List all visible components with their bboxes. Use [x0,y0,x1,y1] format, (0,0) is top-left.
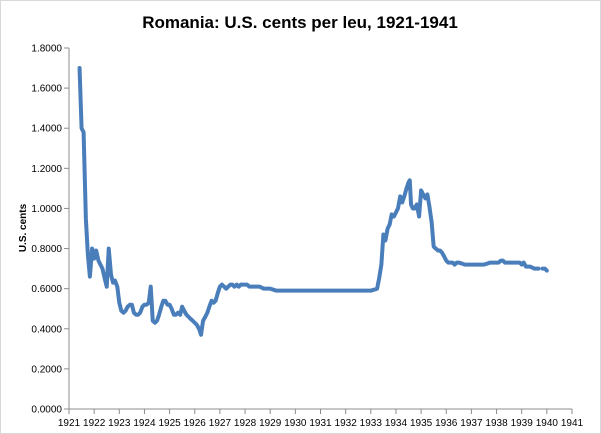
x-tick-group: 1921 1922 1923 1924 1925 1926 1927 1928 1929 1930… [58,409,584,429]
x-tick-label: 1941 [561,418,584,429]
series-line-segment [540,266,549,273]
y-tick-label: 0.4000 [31,324,62,335]
y-tick-label: 1.4000 [31,124,62,135]
y-tick-label: 0.2000 [31,364,62,375]
x-tick-label: 1936 [435,418,458,429]
x-tick-label: 1932 [335,418,358,429]
y-tick-label: 1.6000 [31,84,62,95]
x-tick-label: 1927 [209,418,232,429]
x-tick-label: 1934 [385,418,408,429]
y-tick-label: 1.8000 [31,44,62,55]
y-tick-label: 0.8000 [31,244,62,255]
y-tick-group: 0.0000 0.2000 0.4000 0.6000 0.8000 1.0000 1.20… [31,44,69,416]
x-tick-label: 1938 [485,418,508,429]
y-tick-label: 0.6000 [31,284,62,295]
series-line-segment [77,66,541,337]
x-tick-label: 1923 [108,418,131,429]
y-tick-label: 0.0000 [31,405,62,416]
y-tick-label: 1.2000 [31,164,62,175]
x-tick-label: 1939 [511,418,534,429]
chart-title: Romania: U.S. cents per leu, 1921-1941 [142,13,458,32]
x-tick-label: 1940 [536,418,559,429]
x-tick-label: 1931 [309,418,332,429]
x-tick-label: 1930 [284,418,307,429]
x-tick-label: 1921 [58,418,81,429]
y-tick-label: 1.0000 [31,204,62,215]
x-tick-label: 1937 [460,418,483,429]
x-tick-label: 1922 [83,418,106,429]
x-tick-label: 1926 [184,418,207,429]
x-tick-label: 1928 [234,418,257,429]
x-tick-label: 1935 [410,418,433,429]
x-tick-label: 1933 [360,418,383,429]
series-group [77,66,549,337]
x-tick-label: 1924 [133,418,156,429]
x-tick-label: 1929 [259,418,282,429]
x-tick-label: 1925 [158,418,181,429]
y-axis-label: U.S. cents [18,203,29,252]
